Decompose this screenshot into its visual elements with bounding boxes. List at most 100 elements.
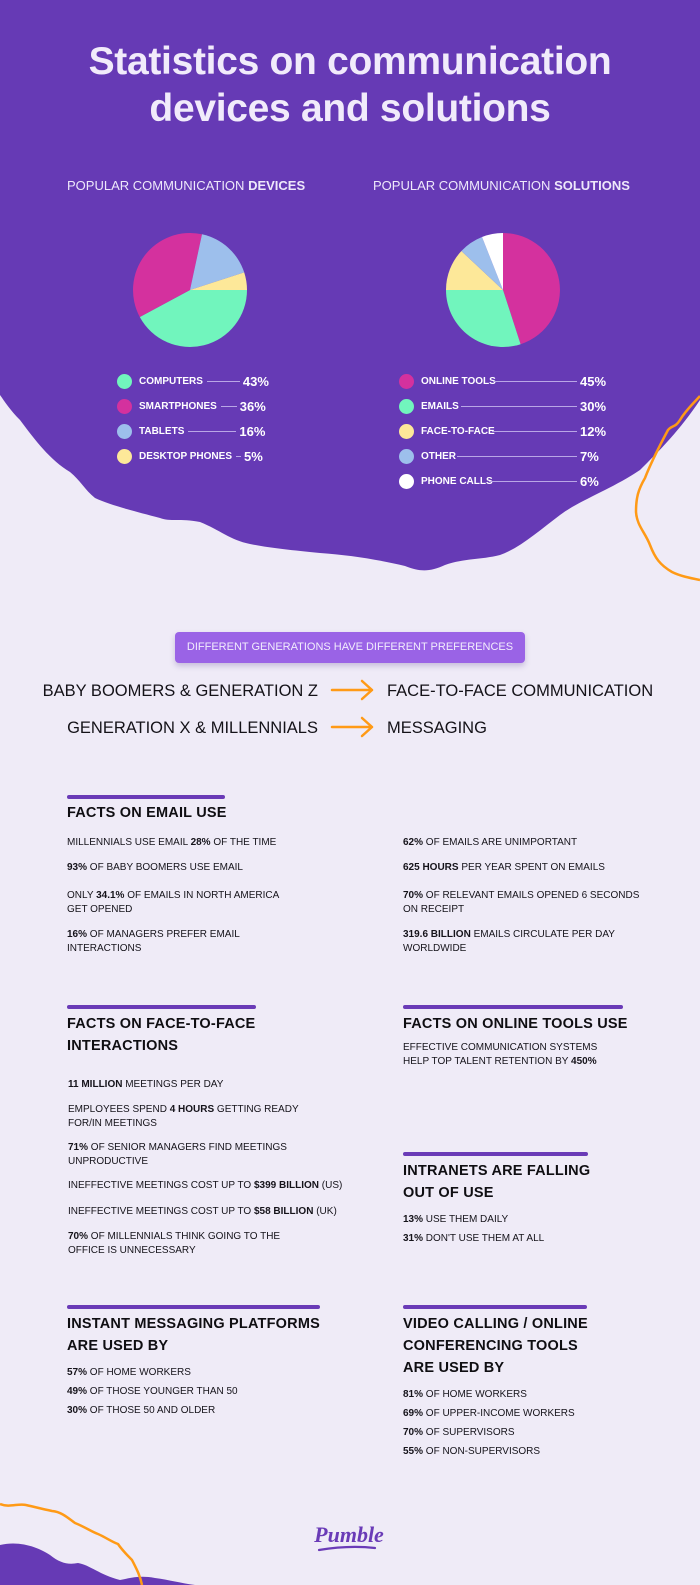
face-to-face-fact: INEFFECTIVE MEETINGS COST UP TO $58 BILL… <box>68 1206 337 1217</box>
leader-line <box>492 431 577 432</box>
legend-label: ONLINE TOOLS <box>421 376 496 387</box>
title-line: ARE USED BY <box>67 1338 169 1354</box>
title-line: INSTANT MESSAGING PLATFORMS <box>67 1316 320 1332</box>
email-fact: ONLY 34.1% OF EMAILS IN NORTH AMERICA GE… <box>67 890 279 915</box>
pie-slice-desktop-phones <box>190 272 247 290</box>
leader-line <box>188 431 237 432</box>
pie-slice-tablets <box>190 234 245 290</box>
devices-chart-heading: POPULAR COMMUNICATION DEVICES <box>67 178 305 193</box>
tablets-color-icon <box>117 424 132 439</box>
title-line-1: Statistics on communication <box>88 40 612 83</box>
section-divider-bar <box>67 1005 256 1009</box>
legend-item-computers: COMPUTERS 43% <box>117 369 269 394</box>
title-line: FACTS ON FACE-TO-FACE <box>67 1016 256 1032</box>
other-color-icon <box>399 449 414 464</box>
section-divider-bar <box>403 1305 587 1309</box>
leader-line <box>236 456 241 457</box>
legend-value: 5% <box>244 449 263 464</box>
title-line: OUT OF USE <box>403 1185 494 1201</box>
svg-text:Pumble: Pumble <box>313 1522 384 1547</box>
legend-item-face-to-face: FACE-TO-FACE 12% <box>399 419 606 444</box>
title-line-2: devices and solutions <box>149 87 551 130</box>
face-to-face-fact: EMPLOYEES SPEND 4 HOURS GETTING READY FO… <box>68 1104 299 1129</box>
title-line: ARE USED BY <box>403 1360 505 1376</box>
intranets-fact: 13% USE THEM DAILY <box>403 1214 509 1225</box>
pie-slice-online-tools <box>503 233 560 345</box>
legend-label: PHONE CALLS <box>421 476 493 487</box>
legend-value: 45% <box>580 374 607 389</box>
legend-label: FACE-TO-FACE <box>421 426 495 437</box>
section-divider-bar <box>67 795 225 799</box>
pie-slice-other <box>461 237 503 290</box>
legend-value: 30% <box>580 399 607 414</box>
solutions-heading-prefix: POPULAR COMMUNICATION <box>373 178 555 193</box>
solutions-chart-heading: POPULAR COMMUNICATION SOLUTIONS <box>373 178 630 193</box>
title-line: CONFERENCING TOOLS <box>403 1338 578 1354</box>
phone-calls-color-icon <box>399 474 414 489</box>
pie-slice-phone-calls <box>482 233 503 290</box>
section-divider-bar <box>403 1005 623 1009</box>
email-fact: 93% OF BABY BOOMERS USE EMAIL <box>67 862 243 873</box>
generation-left-2: GENERATION X & MILLENNIALS <box>67 719 318 737</box>
purple-footer-blob <box>0 1543 195 1585</box>
messaging-fact: 49% OF THOSE YOUNGER THAN 50 <box>67 1386 238 1397</box>
online-tools-fact: EFFECTIVE COMMUNICATION SYSTEMS HELP TOP… <box>403 1042 598 1067</box>
legend-value: 12% <box>580 424 607 439</box>
devices-pie-chart <box>133 233 247 348</box>
legend-value: 16% <box>239 424 266 439</box>
leader-line <box>489 481 577 482</box>
legend-value: 6% <box>580 474 599 489</box>
email-fact: 16% OF MANAGERS PREFER EMAIL INTERACTION… <box>67 929 240 954</box>
email-fact: MILLENNIALS USE EMAIL 28% OF THE TIME <box>67 837 277 848</box>
generation-left-1: BABY BOOMERS & GENERATION Z <box>42 682 318 700</box>
page-title: Statistics on communication devices and … <box>0 38 700 132</box>
section-divider-bar <box>403 1152 588 1156</box>
leader-line <box>206 381 240 382</box>
solutions-legend: ONLINE TOOLS 45% EMAILS 30% FACE-TO-FACE… <box>399 369 606 494</box>
face-to-face-fact: 11 MILLION MEETINGS PER DAY <box>68 1079 224 1090</box>
legend-label: SMARTPHONES <box>139 401 217 412</box>
legend-label: OTHER <box>421 451 456 462</box>
pie-slice-computers <box>139 290 247 348</box>
generation-right-2: MESSAGING <box>387 719 487 737</box>
pumble-logo: Pumble <box>311 1520 387 1556</box>
video-fact: 81% OF HOME WORKERS <box>403 1389 527 1400</box>
video-fact: 55% OF NON-SUPERVISORS <box>403 1446 541 1457</box>
face-to-face-fact: 70% OF MILLENNIALS THINK GOING TO THE OF… <box>68 1231 281 1256</box>
legend-label: TABLETS <box>139 426 185 437</box>
video-fact: 70% OF SUPERVISORS <box>403 1427 515 1438</box>
generations-pill-label: DIFFERENT GENERATIONS HAVE DIFFERENT PRE… <box>175 632 525 663</box>
solutions-heading-bold: SOLUTIONS <box>554 178 630 193</box>
purple-header-blob <box>0 0 700 571</box>
email-fact: 62% OF EMAILS ARE UNIMPORTANT <box>403 837 578 848</box>
emails-color-icon <box>399 399 414 414</box>
smartphones-color-icon <box>117 399 132 414</box>
leader-line <box>457 456 577 457</box>
legend-label: COMPUTERS <box>139 376 203 387</box>
email-fact: 319.6 BILLION EMAILS CIRCULATE PER DAY W… <box>403 929 615 954</box>
devices-legend: COMPUTERS 43% SMARTPHONES 36% TABLETS 16… <box>117 369 269 469</box>
messaging-fact: 30% OF THOSE 50 AND OLDER <box>67 1405 216 1416</box>
email-section-title: FACTS ON EMAIL USE <box>67 805 227 821</box>
devices-heading-bold: DEVICES <box>248 178 306 193</box>
pie-slice-face-to-face <box>446 251 503 290</box>
face-to-face-fact: 71% OF SENIOR MANAGERS FIND MEETINGS UNP… <box>68 1142 287 1167</box>
online-tools-color-icon <box>399 374 414 389</box>
leader-line <box>220 406 237 407</box>
messaging-fact: 57% OF HOME WORKERS <box>67 1367 191 1378</box>
legend-value: 7% <box>580 449 599 464</box>
pumble-logo-icon: Pumble <box>313 1522 384 1552</box>
email-fact: 70% OF RELEVANT EMAILS OPENED 6 SECONDS … <box>403 890 640 915</box>
face-to-face-fact: INEFFECTIVE MEETINGS COST UP TO $399 BIL… <box>68 1180 343 1191</box>
legend-item-smartphones: SMARTPHONES 36% <box>117 394 269 419</box>
legend-item-tablets: TABLETS 16% <box>117 419 269 444</box>
legend-item-online-tools: ONLINE TOOLS 45% <box>399 369 606 394</box>
email-fact: 625 HOURS PER YEAR SPENT ON EMAILS <box>403 862 605 873</box>
legend-value: 36% <box>239 399 266 414</box>
legend-item-emails: EMAILS 30% <box>399 394 606 419</box>
intranets-fact: 31% DON'T USE THEM AT ALL <box>403 1233 545 1244</box>
pie-slice-smartphones <box>133 233 202 317</box>
legend-label: DESKTOP PHONES <box>139 451 232 462</box>
title-line: VIDEO CALLING / ONLINE <box>403 1316 588 1332</box>
